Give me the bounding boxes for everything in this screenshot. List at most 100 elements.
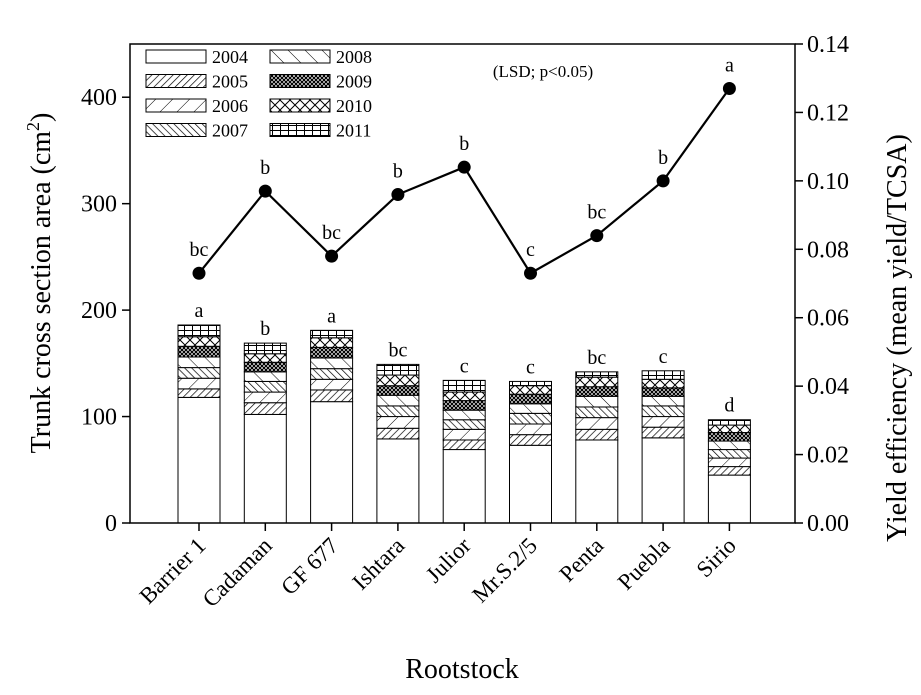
x-axis-tick-label: Sirio (692, 533, 741, 582)
right-axis-tick-label: 0.10 (807, 169, 849, 195)
yield-efficiency-point (722, 81, 736, 95)
legend-label: 2011 (336, 121, 371, 141)
legend-label: 2007 (212, 121, 248, 141)
yield-efficiency-point (192, 266, 206, 280)
bar-segment-2011 (707, 419, 751, 426)
bar-segment-2010 (509, 385, 552, 395)
yield-efficiency-point (457, 160, 471, 174)
bar-segment-2011 (310, 329, 354, 339)
bars-group: a b a bc c c bc c d (177, 300, 751, 524)
bar-segment-2007 (177, 367, 221, 379)
yield-efficiency-letter: bc (587, 202, 606, 224)
legend-label: 2004 (212, 47, 248, 67)
bar-segment-2004 (641, 437, 685, 524)
x-axis-tick-label: Ishtara (348, 533, 410, 595)
bar-segment-2010 (707, 424, 751, 434)
bar-segment-2007 (376, 405, 420, 418)
x-axis-tick-label: Barrier 1 (135, 533, 211, 609)
annotation-lsd: (LSD; p<0.05) (493, 62, 593, 81)
bar-segment-2007 (575, 406, 619, 419)
legend-swatch-2006 (145, 98, 207, 113)
bar-segment-2005 (707, 466, 751, 476)
bar-segment-2006 (442, 428, 486, 441)
yield-efficiency-letter: c (526, 239, 535, 261)
bar-segment-2008 (641, 395, 685, 407)
bar-letter-label: c (526, 356, 535, 378)
right-axis-tick-label: 0.04 (807, 374, 849, 400)
bar-segment-2009 (177, 345, 221, 358)
bar-letter-label: bc (388, 339, 407, 361)
bar-segment-2004 (442, 449, 486, 524)
bar-segment-2009 (442, 400, 486, 411)
legend-swatch-2007 (145, 123, 207, 137)
yield-efficiency-point (325, 249, 339, 263)
legend-swatch-2010 (269, 98, 331, 113)
bar-segment-2006 (707, 457, 751, 468)
bar-segment-2007 (442, 419, 486, 430)
bar-segment-2010 (641, 378, 685, 389)
bar-segment-2009 (509, 393, 552, 405)
bar-segment-2008 (575, 395, 619, 408)
bar-letter-label: bc (587, 347, 606, 369)
bar-segment-2005 (243, 402, 287, 415)
left-axis-tick-label: 100 (81, 405, 117, 431)
x-axis-tick-label: Cadaman (198, 533, 277, 612)
legend-label: 2010 (336, 96, 372, 116)
bar-segment-2004 (310, 401, 354, 524)
bar-segment-2010 (177, 336, 221, 347)
bar-segment-2011 (575, 371, 619, 378)
bar-letter-label: b (260, 318, 270, 340)
x-axis-tick-label: Julior (421, 533, 476, 588)
bar-segment-2010 (376, 374, 420, 387)
bar-segment-2005 (177, 388, 221, 398)
bar-letter-label: c (659, 346, 668, 368)
bar-letter-label: c (460, 355, 469, 377)
yield-efficiency-point (524, 266, 537, 280)
right-axis-tick-label: 0.00 (807, 511, 849, 537)
bar-segment-2005 (509, 434, 552, 446)
bar-segment-2005 (641, 426, 685, 439)
bar-segment-2004 (575, 439, 619, 524)
bar-letter-label: d (724, 395, 734, 417)
left-axis-tick-label: 0 (105, 511, 117, 537)
legend-label: 2005 (212, 72, 248, 92)
bar-segment-2005 (575, 428, 619, 441)
yield-efficiency-letter: b (393, 161, 403, 183)
bar-segment-2008 (310, 357, 354, 370)
bar-segment-2007 (509, 412, 552, 425)
legend-swatch-2009 (269, 74, 331, 88)
yield-efficiency-point (656, 174, 670, 188)
yield-efficiency-point (391, 188, 405, 202)
legend-swatch-2011 (269, 123, 331, 137)
yield-efficiency-line (198, 87, 731, 275)
bar-segment-2008 (376, 394, 420, 407)
bar-segment-2004 (509, 444, 552, 524)
bar-segment-2007 (641, 405, 685, 418)
bar-segment-2005 (442, 439, 486, 451)
bar-segment-2007 (310, 368, 354, 380)
bar-segment-2007 (243, 380, 287, 393)
yield-efficiency-letter: bc (322, 222, 341, 244)
yield-efficiency-letter: b (658, 147, 668, 169)
x-axis-tick-label: Penta (555, 533, 609, 587)
right-axis-tick-label: 0.06 (807, 306, 849, 332)
bar-segment-2008 (243, 371, 287, 382)
legend: 2004 2005 2006 2007 2008 2009 2010 2011 (145, 47, 372, 141)
bar-segment-2007 (707, 449, 751, 459)
bar-segment-2005 (310, 389, 354, 403)
bar-segment-2006 (575, 417, 619, 430)
bar-segment-2008 (509, 403, 552, 414)
yield-efficiency-point (258, 184, 272, 198)
left-axis-tick-label: 400 (81, 85, 117, 111)
bar-segment-2006 (177, 377, 221, 390)
bar-segment-2009 (707, 432, 751, 442)
right-axis-tick-label: 0.02 (807, 443, 849, 469)
bar-segment-2009 (575, 386, 619, 397)
bar-segment-2011 (509, 380, 552, 387)
yield-efficiency-letter: bc (190, 239, 209, 261)
bar-segment-2011 (243, 342, 287, 355)
bar-segment-2010 (243, 353, 287, 363)
bar-segment-2006 (310, 378, 354, 391)
